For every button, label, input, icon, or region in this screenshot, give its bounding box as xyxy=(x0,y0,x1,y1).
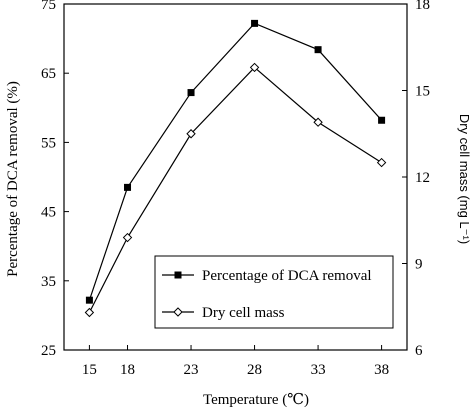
series-line-1 xyxy=(88,66,382,313)
y-left-tick-label: 55 xyxy=(41,135,56,151)
x-axis-label: Temperature (℃) xyxy=(203,392,309,408)
series xyxy=(84,19,387,318)
legend-marker-dca xyxy=(174,271,182,279)
y-right-tick-label: 6 xyxy=(415,343,423,359)
y-right-tick-label: 18 xyxy=(415,0,430,13)
data-point-cell-mass xyxy=(249,62,260,73)
data-point-dca xyxy=(85,296,93,304)
series-line-0 xyxy=(88,22,383,301)
data-point-cell-mass xyxy=(84,307,95,318)
data-point-cell-mass xyxy=(313,117,323,127)
x-tick-label: 38 xyxy=(374,362,389,378)
data-point-dca xyxy=(378,116,386,124)
legend-box xyxy=(154,255,394,329)
y-left-tick-label: 35 xyxy=(41,274,56,290)
y-left-tick-label: 75 xyxy=(41,0,56,13)
x-tick-label: 18 xyxy=(120,362,135,378)
legend-label-dca: Percentage of DCA removal xyxy=(202,268,372,284)
data-point-cell-mass xyxy=(376,157,387,168)
y-right-tick-label: 9 xyxy=(415,257,423,273)
data-point-dca xyxy=(314,46,322,54)
legend: Percentage of DCA removal Dry cell mass xyxy=(154,255,394,329)
data-point-dca xyxy=(124,183,132,191)
data-point-dca xyxy=(187,89,195,97)
data-point-cell-mass xyxy=(122,232,133,243)
data-point-cell-mass xyxy=(186,129,196,139)
y-right-tick-label: 15 xyxy=(415,84,430,100)
y-axis-left-label: Percentage of DCA removal (%) xyxy=(5,81,21,277)
data-point-dca xyxy=(251,19,259,27)
legend-label-cell: Dry cell mass xyxy=(202,305,285,321)
x-tick-label: 33 xyxy=(311,362,326,378)
x-tick-label: 15 xyxy=(82,362,97,378)
ticks: 15 18 23 28 33 38 25 35 45 55 65 75 6 9 12 15 18 xyxy=(41,0,430,378)
x-tick-label: 28 xyxy=(247,362,262,378)
y-right-tick-label: 12 xyxy=(415,170,430,186)
legend-marker-cell xyxy=(173,307,183,317)
x-tick-label: 23 xyxy=(184,362,199,378)
y-axis-right-label: Dry cell mass (mg L⁻¹) xyxy=(457,114,472,244)
y-left-tick-label: 65 xyxy=(41,66,56,82)
y-left-tick-label: 45 xyxy=(41,205,56,221)
y-left-tick-label: 25 xyxy=(41,343,56,359)
